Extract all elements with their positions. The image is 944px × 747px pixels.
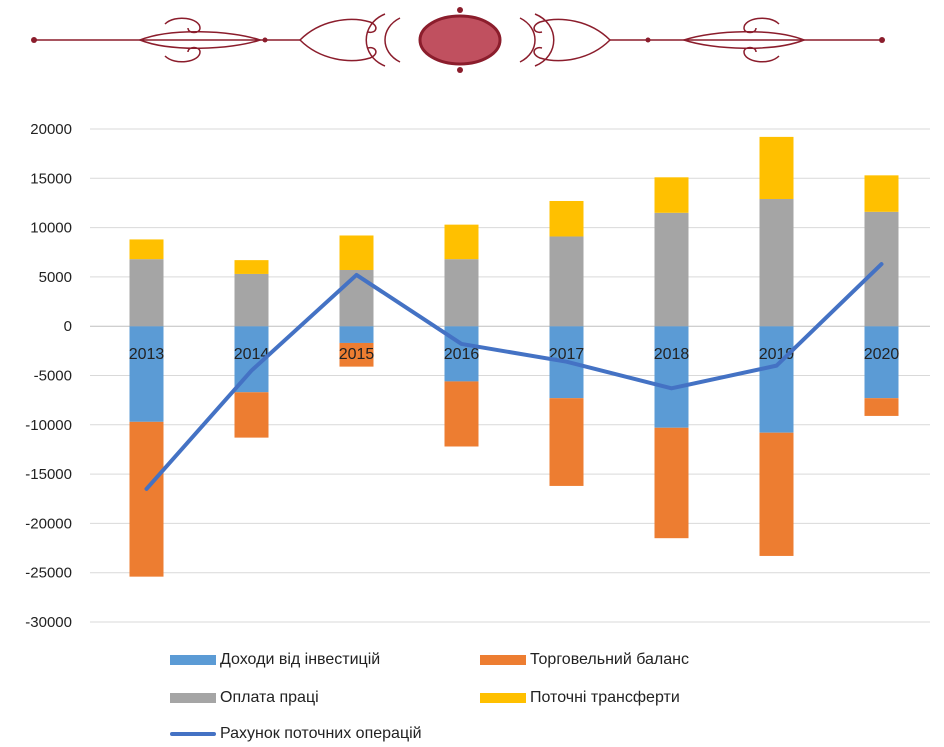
ornament-curl-left-bottom [164, 46, 201, 63]
ornament-dot-top [457, 7, 463, 13]
ornament-scroll-left-bottom [299, 39, 377, 62]
bar-segment [864, 326, 899, 399]
y-tick-label: -20000 [25, 515, 72, 532]
ornament-dot-right [879, 37, 885, 43]
y-tick-label: 0 [64, 318, 72, 335]
ornament-scroll-right-top [533, 18, 611, 41]
ornament-bracket-left-2 [384, 17, 401, 63]
bar-segment [759, 326, 794, 433]
x-category-label: 2014 [234, 346, 270, 363]
x-category-label: 2020 [864, 346, 900, 363]
bar-segment [654, 212, 689, 327]
y-tick-label: -25000 [25, 565, 72, 582]
bar-segment [759, 136, 794, 200]
ornament-lines [36, 13, 880, 67]
bar-segment [444, 224, 479, 260]
bar-segment [129, 259, 164, 327]
bar-segment [339, 326, 374, 343]
y-axis-tick-labels: 20000 15000 10000 5000 0 -5000 -10000 -15000 -20… [25, 121, 72, 631]
y-tick-label: 15000 [30, 170, 72, 187]
bar-segment [444, 259, 479, 327]
bar-segment [129, 326, 164, 422]
bar-segment [339, 269, 374, 327]
bar-segment [864, 211, 899, 327]
ornament-bracket-left [365, 13, 386, 67]
ornament-bracket-right-2 [519, 17, 536, 63]
ornament-dot-mid-right [645, 37, 651, 43]
current-account-line [144, 262, 884, 491]
ornament-bracket-right [534, 13, 555, 67]
bar-segment [654, 326, 689, 428]
ornament-dot-mid-left [262, 37, 268, 43]
y-tick-label: 10000 [30, 220, 72, 237]
bar-segment [759, 432, 794, 556]
bar-segment [864, 398, 899, 416]
y-tick-label: -5000 [34, 368, 72, 385]
ornament-dot-left [31, 37, 37, 43]
ornament-center-medallion [418, 14, 502, 66]
x-category-label: 2016 [444, 346, 480, 363]
bar-segment [234, 273, 269, 327]
ornament-curl-right-bottom [743, 46, 780, 63]
bars [129, 136, 899, 577]
line-series-path [144, 262, 884, 491]
ornament-curl-left-top [164, 17, 201, 34]
bar-segment [234, 260, 269, 274]
ornament-scroll-right-bottom [533, 39, 611, 62]
x-category-label: 2013 [129, 346, 165, 363]
bar-segment [759, 199, 794, 327]
decorative-ornament [31, 7, 885, 73]
y-tick-label: -10000 [25, 417, 72, 434]
bar-segment [549, 200, 584, 237]
x-category-label: 2018 [654, 346, 690, 363]
ornament-curl-right-top [743, 17, 780, 34]
bar-segment [864, 175, 899, 212]
bar-segment [444, 381, 479, 447]
ornament-scroll-left-top [299, 18, 377, 41]
bar-segment [549, 398, 584, 486]
bar-segment [654, 427, 689, 539]
x-category-label: 2015 [339, 346, 375, 363]
bar-segment [654, 177, 689, 213]
y-tick-label: -30000 [25, 614, 72, 631]
bar-segment [129, 239, 164, 260]
bar-segment [339, 235, 374, 270]
bar-segment [234, 392, 269, 438]
gridlines [90, 128, 930, 623]
y-tick-label: 20000 [30, 121, 72, 138]
bar-segment [129, 421, 164, 577]
ornament-swirl-left-outer [137, 31, 263, 49]
y-tick-label: -15000 [25, 466, 72, 483]
y-tick-label: 5000 [39, 269, 72, 286]
bar-segment [549, 236, 584, 327]
ornament-swirl-right-outer [681, 31, 807, 49]
bar-segment [339, 342, 374, 367]
ornament-dot-bottom [457, 67, 463, 73]
